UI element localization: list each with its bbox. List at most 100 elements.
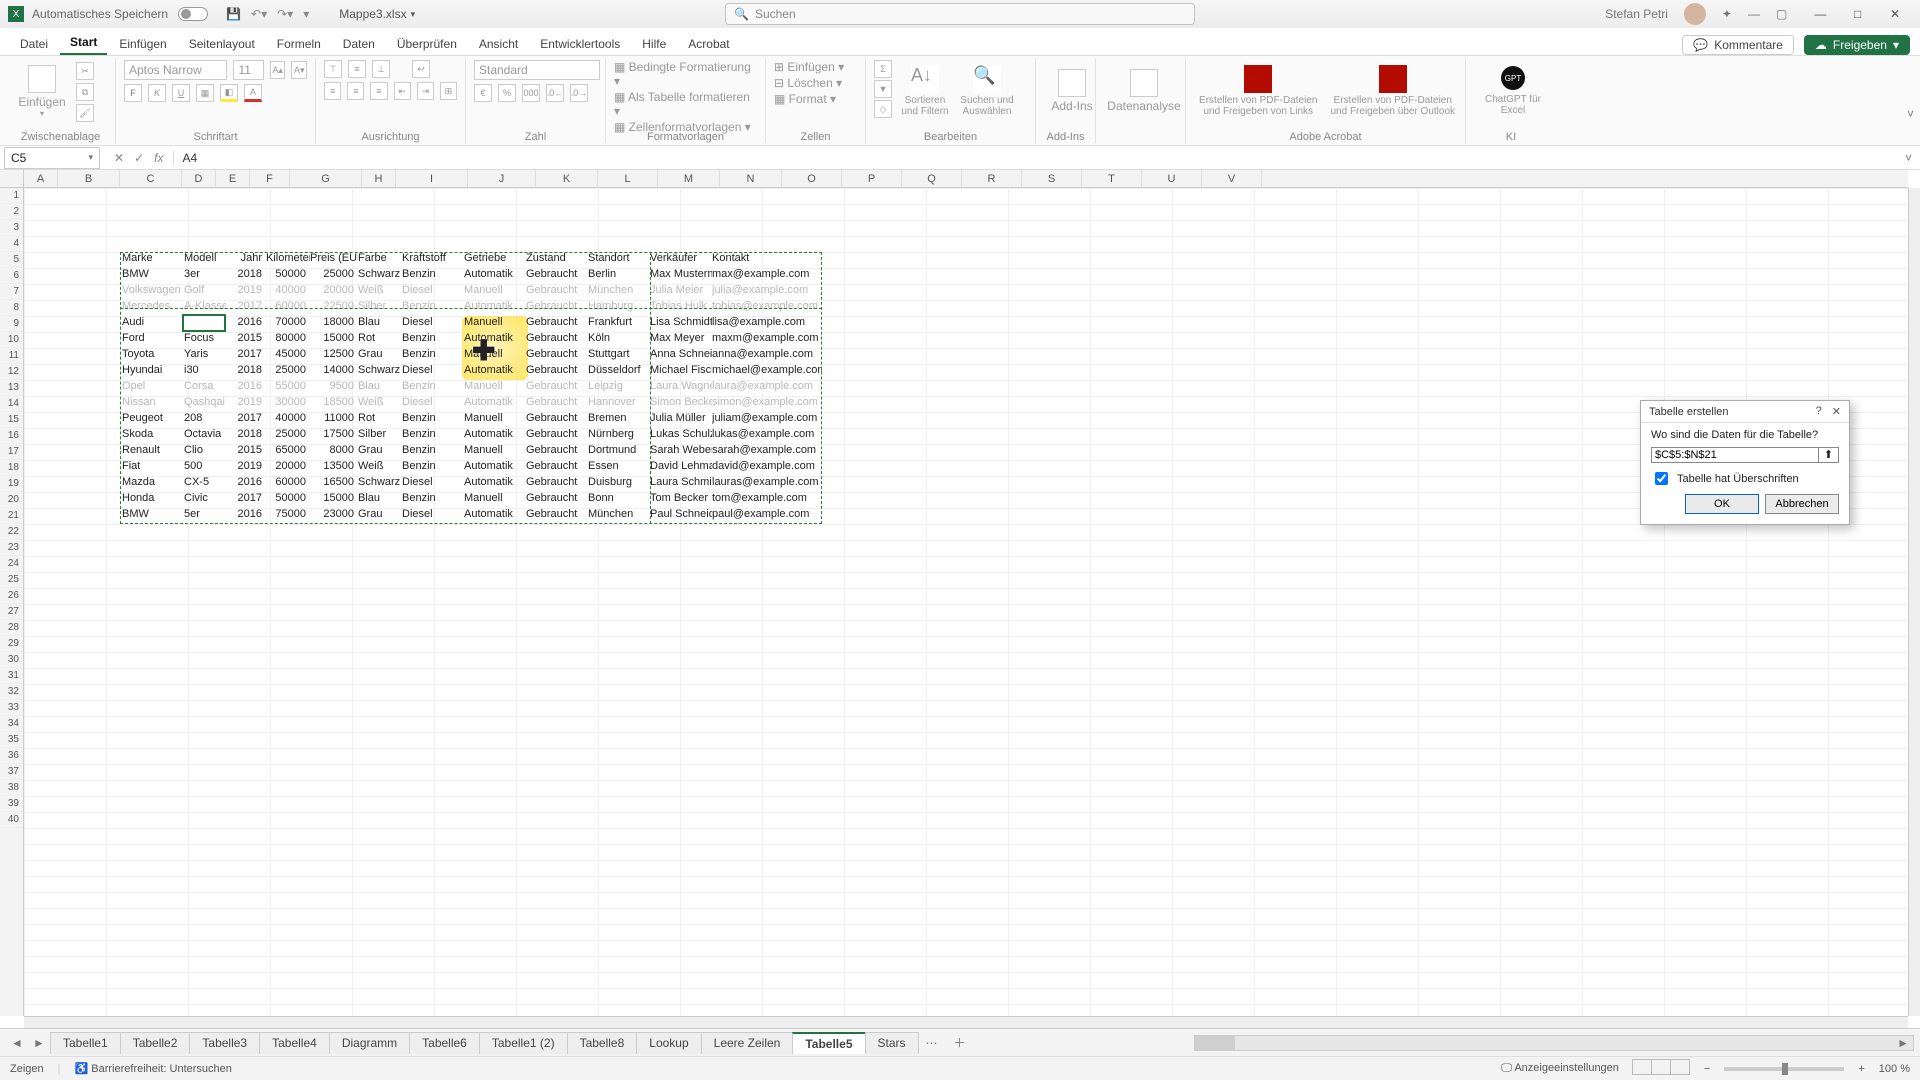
row-header[interactable]: 8 xyxy=(0,300,23,316)
data-analysis-button[interactable]: Datenanalyse xyxy=(1104,60,1184,122)
col-header[interactable]: R xyxy=(962,170,1022,187)
ribbon-tab-start[interactable]: Start xyxy=(60,31,107,55)
ribbon-tab-seitenlayout[interactable]: Seitenlayout xyxy=(179,33,265,55)
col-header[interactable]: Q xyxy=(902,170,962,187)
format-cells[interactable]: ▦ Format ▾ xyxy=(774,92,857,106)
wrap-text-icon[interactable]: ↩ xyxy=(412,60,430,78)
col-header[interactable]: P xyxy=(842,170,902,187)
row-header[interactable]: 40 xyxy=(0,812,23,828)
sheet-tab[interactable]: Tabelle1 xyxy=(50,1032,121,1054)
cancel-formula-icon[interactable]: ✕ xyxy=(114,151,124,165)
autosave-toggle[interactable] xyxy=(178,7,208,21)
font-name-combo[interactable]: Aptos Narrow xyxy=(124,60,227,80)
row-header[interactable]: 13 xyxy=(0,380,23,396)
sheet-tab[interactable]: Tabelle1 (2) xyxy=(479,1032,568,1054)
ribbon-tab-formeln[interactable]: Formeln xyxy=(267,33,331,55)
comma-icon[interactable]: 000 xyxy=(522,84,540,102)
sheet-hscroll[interactable]: ◄ ► xyxy=(1194,1035,1914,1051)
row-header[interactable]: 25 xyxy=(0,572,23,588)
row-header[interactable]: 14 xyxy=(0,396,23,412)
row-header[interactable]: 2 xyxy=(0,204,23,220)
row-header[interactable]: 36 xyxy=(0,748,23,764)
col-header[interactable]: B xyxy=(58,170,120,187)
align-top-icon[interactable]: ⊤ xyxy=(324,60,342,78)
align-middle-icon[interactable]: ≡ xyxy=(348,60,366,78)
expand-formula-icon[interactable]: ˅ xyxy=(1897,151,1920,165)
row-header[interactable]: 31 xyxy=(0,668,23,684)
range-picker-icon[interactable]: ⬆ xyxy=(1819,447,1839,463)
indent-inc-icon[interactable]: ⇥ xyxy=(417,82,434,100)
row-header[interactable]: 32 xyxy=(0,684,23,700)
minimize-icon[interactable]: — xyxy=(1748,7,1760,21)
ribbon-tab-daten[interactable]: Daten xyxy=(333,33,385,55)
align-right-icon[interactable]: ≡ xyxy=(370,82,387,100)
col-header[interactable]: K xyxy=(536,170,598,187)
name-box[interactable]: C5▾ xyxy=(4,147,100,169)
col-header[interactable]: T xyxy=(1082,170,1142,187)
col-header[interactable]: D xyxy=(182,170,216,187)
col-header[interactable]: V xyxy=(1202,170,1262,187)
percent-icon[interactable]: % xyxy=(498,84,516,102)
scroll-right-icon[interactable]: ► xyxy=(1897,1036,1909,1050)
copy-icon[interactable]: ⧉ xyxy=(76,83,94,101)
comments-button[interactable]: 💬 Kommentare xyxy=(1682,35,1794,55)
row-header[interactable]: 22 xyxy=(0,524,23,540)
save-icon[interactable]: 💾 xyxy=(226,7,241,21)
col-header[interactable]: S xyxy=(1022,170,1082,187)
find-select-button[interactable]: 🔍Suchen und Auswählen xyxy=(958,60,1016,122)
bold-icon[interactable]: F xyxy=(124,84,142,102)
sheet-tab[interactable]: Tabelle2 xyxy=(120,1032,191,1054)
pdf-share-link[interactable]: Erstellen von PDF-Dateien und Freigeben … xyxy=(1194,60,1323,122)
more-sheets-icon[interactable]: ⋯ xyxy=(918,1036,946,1050)
ribbon-tab-datei[interactable]: Datei xyxy=(10,33,58,55)
row-header[interactable]: 3 xyxy=(0,220,23,236)
sort-filter-button[interactable]: A↓Sortieren und Filtern xyxy=(896,60,954,122)
chatgpt-button[interactable]: GPTChatGPT für Excel xyxy=(1474,60,1552,122)
new-sheet-icon[interactable]: ＋ xyxy=(946,1034,974,1051)
cancel-button[interactable]: Abbrechen xyxy=(1765,494,1839,514)
zoom-out-icon[interactable]: − xyxy=(1704,1063,1710,1075)
row-header[interactable]: 39 xyxy=(0,796,23,812)
col-header[interactable]: A xyxy=(24,170,58,187)
file-name[interactable]: Mappe3.xlsx▾ xyxy=(339,7,415,21)
h-scrollbar-grid[interactable] xyxy=(24,1016,1908,1028)
collapse-ribbon-icon[interactable]: ˅ xyxy=(1907,107,1914,121)
insert-cells[interactable]: ⊞ Einfügen ▾ xyxy=(774,60,857,74)
col-header[interactable]: H xyxy=(362,170,396,187)
row-header[interactable]: 16 xyxy=(0,428,23,444)
col-header[interactable]: M xyxy=(658,170,720,187)
ok-button[interactable]: OK xyxy=(1685,494,1759,514)
redo-icon[interactable]: ↷▾ xyxy=(277,7,293,21)
row-header[interactable]: 33 xyxy=(0,700,23,716)
row-header[interactable]: 19 xyxy=(0,476,23,492)
row-header[interactable]: 38 xyxy=(0,780,23,796)
col-header[interactable]: E xyxy=(216,170,250,187)
italic-icon[interactable]: K xyxy=(148,84,166,102)
underline-icon[interactable]: U xyxy=(172,84,190,102)
row-header[interactable]: 15 xyxy=(0,412,23,428)
ribbon-tab-einfügen[interactable]: Einfügen xyxy=(109,33,176,55)
col-header[interactable]: J xyxy=(468,170,536,187)
scroll-thumb[interactable] xyxy=(1195,1036,1235,1050)
row-header[interactable]: 5 xyxy=(0,252,23,268)
row-header[interactable]: 37 xyxy=(0,764,23,780)
ribbon-tab-ansicht[interactable]: Ansicht xyxy=(469,33,528,55)
ribbon-tab-acrobat[interactable]: Acrobat xyxy=(678,33,739,55)
border-icon[interactable]: ▦ xyxy=(196,84,214,102)
row-header[interactable]: 26 xyxy=(0,588,23,604)
sheet-tab[interactable]: Tabelle6 xyxy=(409,1032,480,1054)
dialog-help-icon[interactable]: ? xyxy=(1816,405,1822,418)
ribbon-mode-icon[interactable]: ▢ xyxy=(1776,7,1787,21)
font-color-icon[interactable]: A xyxy=(244,84,262,102)
align-center-icon[interactable]: ≡ xyxy=(347,82,364,100)
row-header[interactable]: 11 xyxy=(0,348,23,364)
row-header[interactable]: 24 xyxy=(0,556,23,572)
conditional-formatting[interactable]: ▦ Bedingte Formatierung ▾ xyxy=(614,60,757,88)
addins-button[interactable]: Add-Ins xyxy=(1044,60,1100,122)
sheet-tab[interactable]: Leere Zeilen xyxy=(701,1032,794,1054)
win-maximize-icon[interactable]: □ xyxy=(1841,7,1875,21)
display-settings[interactable]: 🖵 Anzeigeeinstellungen xyxy=(1501,1062,1619,1075)
sheet-tab[interactable]: Tabelle4 xyxy=(259,1032,330,1054)
fx-icon[interactable]: fx xyxy=(154,151,163,165)
row-header[interactable]: 17 xyxy=(0,444,23,460)
